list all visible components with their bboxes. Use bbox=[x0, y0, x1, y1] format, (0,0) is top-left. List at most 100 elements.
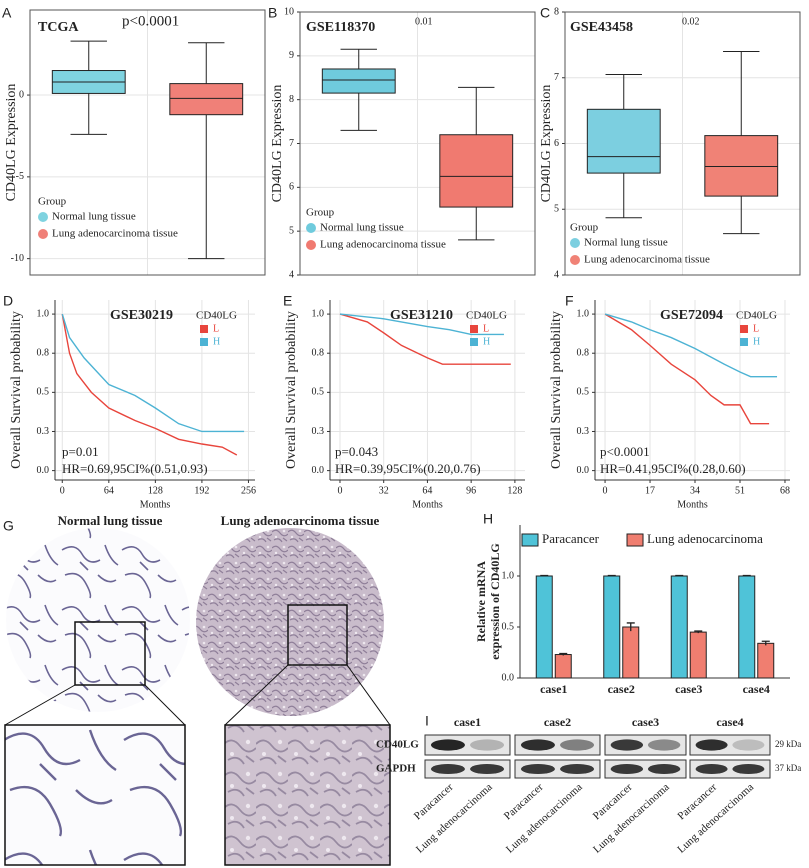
blot-band bbox=[560, 739, 595, 751]
y-tick-label: -10 bbox=[11, 253, 24, 264]
y-tick-label: 4 bbox=[554, 269, 559, 280]
legend-swatch bbox=[38, 212, 48, 222]
plot-frame bbox=[29, 9, 266, 276]
legend-label: Lung adenocarcinoma tissue bbox=[52, 228, 178, 240]
y-tick-label: 9 bbox=[289, 50, 294, 61]
box bbox=[704, 135, 779, 197]
y-tick-label: 1.0 bbox=[312, 308, 325, 319]
y-axis-label: Overall Survival probability bbox=[9, 311, 24, 469]
blot-band bbox=[610, 739, 644, 751]
y-axis-label: CD40LG Expression bbox=[270, 85, 285, 203]
panel-letter: C bbox=[540, 5, 550, 21]
plot-frame bbox=[564, 11, 801, 276]
legend-swatch bbox=[200, 325, 208, 333]
legend-swatch bbox=[38, 229, 48, 239]
zoom-image bbox=[224, 724, 391, 866]
blot-band bbox=[430, 763, 465, 775]
error-bar bbox=[694, 630, 703, 634]
zoom-box bbox=[74, 621, 146, 686]
x-axis-label: Months bbox=[412, 499, 443, 510]
blot-case-label: case2 bbox=[544, 715, 571, 729]
box bbox=[439, 134, 514, 208]
blot-band bbox=[695, 739, 728, 751]
blot-band bbox=[430, 739, 465, 751]
x-tick-label: 96 bbox=[466, 485, 476, 496]
x-tick-label: 256 bbox=[241, 485, 256, 496]
panel-letter: I bbox=[425, 713, 429, 729]
y-tick-label: 8 bbox=[554, 6, 559, 17]
survival-curve bbox=[61, 313, 245, 433]
y-tick-label: 1.0 bbox=[37, 308, 50, 319]
y-tick-label: 0.0 bbox=[502, 672, 515, 683]
error-bar bbox=[742, 574, 751, 577]
legend-swatch bbox=[200, 338, 208, 346]
blot-band bbox=[610, 763, 644, 775]
box bbox=[321, 68, 396, 94]
blot-size-label: 37 kDa bbox=[775, 763, 801, 773]
annotation: HR=0.39,95CI%(0.20,0.76) bbox=[335, 461, 481, 476]
x-axis-label: Months bbox=[140, 499, 171, 510]
plot-frame bbox=[299, 11, 536, 276]
legend-swatch bbox=[470, 338, 478, 346]
panel-letter: F bbox=[565, 293, 574, 309]
blot-row-label: CD40LG bbox=[376, 739, 419, 751]
tissue-title: Lung adenocarcinoma tissue bbox=[221, 513, 380, 528]
x-tick-label: 0 bbox=[337, 485, 342, 496]
chart-title: GSE30219 bbox=[110, 308, 173, 323]
panel-letter: A bbox=[2, 5, 12, 21]
bar bbox=[738, 575, 756, 679]
annotation: HR=0.69,95CI%(0.51,0.93) bbox=[62, 461, 208, 476]
legend-swatch bbox=[570, 255, 580, 265]
legend-swatch bbox=[740, 325, 748, 333]
blot-case-label: case4 bbox=[716, 715, 743, 729]
annotation: 0.02 bbox=[682, 16, 700, 27]
legend-title: Group bbox=[38, 196, 67, 208]
y-tick-label: 0.3 bbox=[312, 426, 325, 437]
tissue-panel: G Normal lung tissue Lung adenocarcinoma… bbox=[3, 513, 391, 866]
y-axis-label: CD40LG Expression bbox=[4, 84, 19, 202]
survival-curve bbox=[339, 313, 511, 365]
blot-band bbox=[732, 763, 765, 775]
error-bar bbox=[626, 622, 635, 632]
panel-letter: B bbox=[268, 5, 277, 21]
blot-lane-label: Lung adenocarcinoma bbox=[414, 781, 495, 856]
tissue-image bbox=[6, 528, 190, 712]
y-tick-label: 5 bbox=[289, 225, 294, 236]
y-tick-label: 0.8 bbox=[37, 348, 50, 359]
y-axis-label: Relative mRNA bbox=[474, 561, 488, 642]
y-tick-label: 8 bbox=[289, 94, 294, 105]
legend-label: L bbox=[213, 323, 219, 334]
y-tick-label: 0.8 bbox=[577, 348, 590, 359]
panel-letter: D bbox=[3, 293, 13, 309]
y-tick-label: 0.5 bbox=[312, 387, 325, 398]
annotation: 0.01 bbox=[415, 16, 433, 27]
y-tick-label: -5 bbox=[16, 171, 24, 182]
x-axis-label: Months bbox=[677, 499, 708, 510]
zoom-box bbox=[287, 604, 348, 666]
legend-swatch bbox=[470, 325, 478, 333]
x-tick-label: 17 bbox=[645, 485, 655, 496]
blot-band bbox=[560, 763, 595, 775]
box bbox=[169, 83, 244, 116]
legend-swatch bbox=[740, 338, 748, 346]
bar bbox=[603, 575, 621, 679]
box bbox=[586, 108, 661, 174]
y-axis-label: CD40LG Expression bbox=[539, 85, 554, 203]
tissue-image bbox=[196, 528, 384, 716]
legend-title: Group bbox=[570, 222, 599, 234]
zoom-line bbox=[224, 664, 289, 726]
x-tick-label: 68 bbox=[780, 485, 790, 496]
legend-label: H bbox=[483, 336, 490, 347]
y-tick-label: 7 bbox=[289, 138, 294, 149]
y-tick-label: 0.0 bbox=[37, 465, 50, 476]
zoom-line bbox=[144, 684, 186, 726]
legend-swatch bbox=[626, 533, 644, 547]
y-tick-label: 0.5 bbox=[502, 621, 515, 632]
legend-label: Lung adenocarcinoma tissue bbox=[320, 239, 446, 251]
y-tick-label: 0.5 bbox=[577, 387, 590, 398]
y-tick-label: 0.5 bbox=[37, 387, 50, 398]
y-tick-label: 0.3 bbox=[577, 426, 590, 437]
blot-band bbox=[647, 763, 681, 775]
x-tick-label: 0 bbox=[603, 485, 608, 496]
